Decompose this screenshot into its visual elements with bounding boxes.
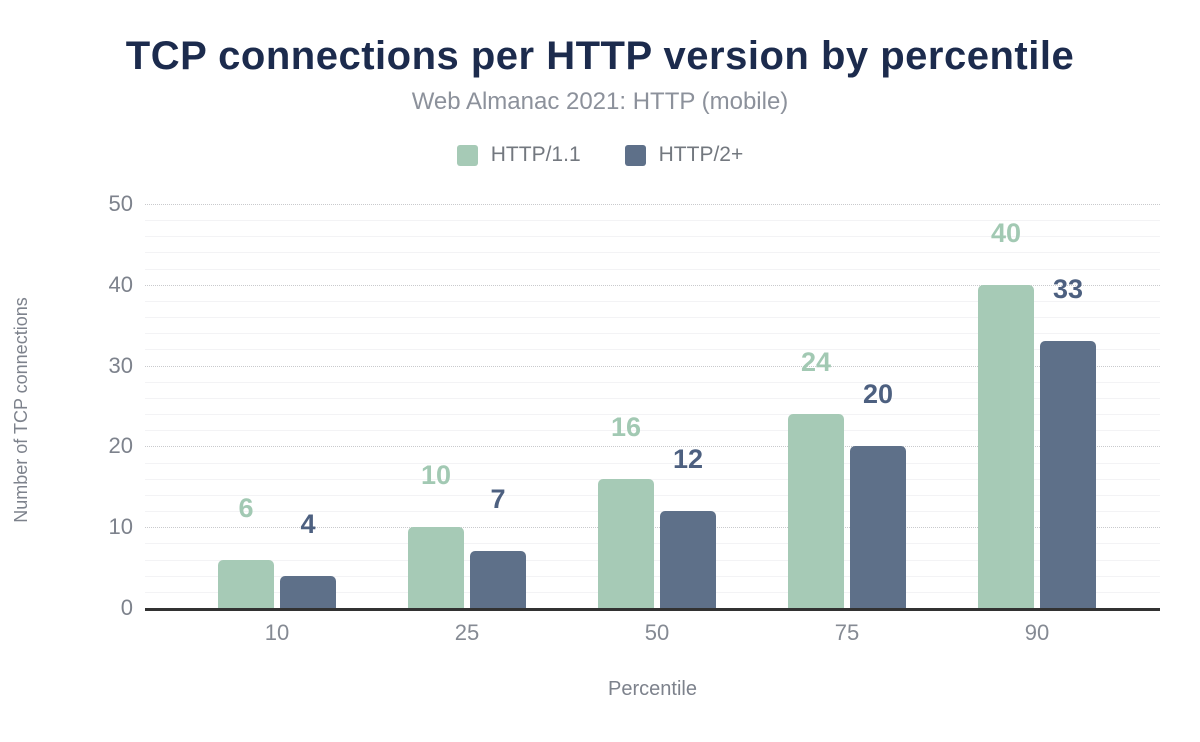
x-axis-tick-labels: 10 25 50 75 90 <box>145 620 1160 650</box>
bar-value-label: 4 <box>300 508 316 539</box>
gridline-minor <box>145 236 1160 238</box>
bar-value-label: 33 <box>1052 274 1084 305</box>
x-tick-label: 90 <box>1024 620 1050 645</box>
gridline-minor <box>145 349 1160 351</box>
bar-http2-p75 <box>850 446 906 608</box>
gridline-minor <box>145 333 1160 335</box>
bar-http2-p90 <box>1040 341 1096 608</box>
gridline-major <box>145 284 1160 286</box>
gridline-minor <box>145 220 1160 222</box>
bar-http11-p75 <box>788 414 844 608</box>
bar-value-label: 12 <box>672 444 704 475</box>
bar-http2-p10 <box>280 575 336 608</box>
x-tick-label: 10 <box>264 620 290 645</box>
gridline-minor <box>145 381 1160 383</box>
y-tick-label: 50 <box>108 191 133 216</box>
y-tick-label: 30 <box>108 352 133 378</box>
gridline-minor <box>145 317 1160 319</box>
y-axis-tick-labels: 0 10 20 30 40 50 <box>0 191 133 620</box>
bar-http11-p50 <box>598 478 654 608</box>
chart-subtitle: Web Almanac 2021: HTTP (mobile) <box>411 88 789 115</box>
gridline-major <box>145 365 1160 367</box>
bar-value-label: 20 <box>862 379 894 410</box>
bar-http11-p90 <box>978 284 1034 608</box>
x-axis-title: Percentile <box>608 678 697 700</box>
bar-http2-p25 <box>470 551 526 608</box>
bar-value-label: 7 <box>490 484 506 515</box>
bar-http11-p25 <box>408 527 464 608</box>
x-tick-label: 75 <box>834 620 860 645</box>
bar-value-label: 6 <box>238 492 254 523</box>
legend-label-http2: HTTP/2+ <box>658 143 744 166</box>
gridline-minor <box>145 414 1160 416</box>
bar-http11-p10 <box>218 559 274 608</box>
legend-item-http2: HTTP/2+ <box>624 143 744 167</box>
gridline-major <box>145 204 1160 205</box>
bar-value-label: 40 <box>990 217 1022 248</box>
y-tick-label: 0 <box>120 595 133 620</box>
gridline-minor <box>145 397 1160 399</box>
y-tick-label: 10 <box>108 514 133 540</box>
chart-legend: HTTP/1.1 HTTP/2+ <box>0 143 1200 167</box>
gridline-minor <box>145 478 1160 480</box>
legend-swatch-http11-icon <box>456 144 478 166</box>
gridline-minor <box>145 462 1160 464</box>
legend-label-http11: HTTP/1.1 <box>490 143 581 166</box>
gridline-minor <box>145 300 1160 302</box>
bar-value-label: 16 <box>610 411 642 442</box>
y-tick-label: 20 <box>108 433 133 459</box>
gridline-minor <box>145 252 1160 254</box>
gridline-minor <box>145 268 1160 270</box>
gridline-minor <box>145 430 1160 432</box>
chart-title: TCP connections per HTTP version by perc… <box>125 34 1075 78</box>
plot-area: 6 4 10 7 16 12 24 20 40 33 <box>145 204 1160 611</box>
bar-value-label: 10 <box>420 460 452 491</box>
x-tick-label: 25 <box>454 620 480 645</box>
legend-item-http11: HTTP/1.1 <box>456 143 581 167</box>
bar-value-label: 24 <box>800 347 832 378</box>
gridline-major <box>145 446 1160 448</box>
legend-swatch-http2-icon <box>624 144 646 166</box>
bar-http2-p50 <box>660 511 716 608</box>
x-tick-label: 50 <box>644 620 670 645</box>
y-tick-label: 40 <box>108 271 133 297</box>
